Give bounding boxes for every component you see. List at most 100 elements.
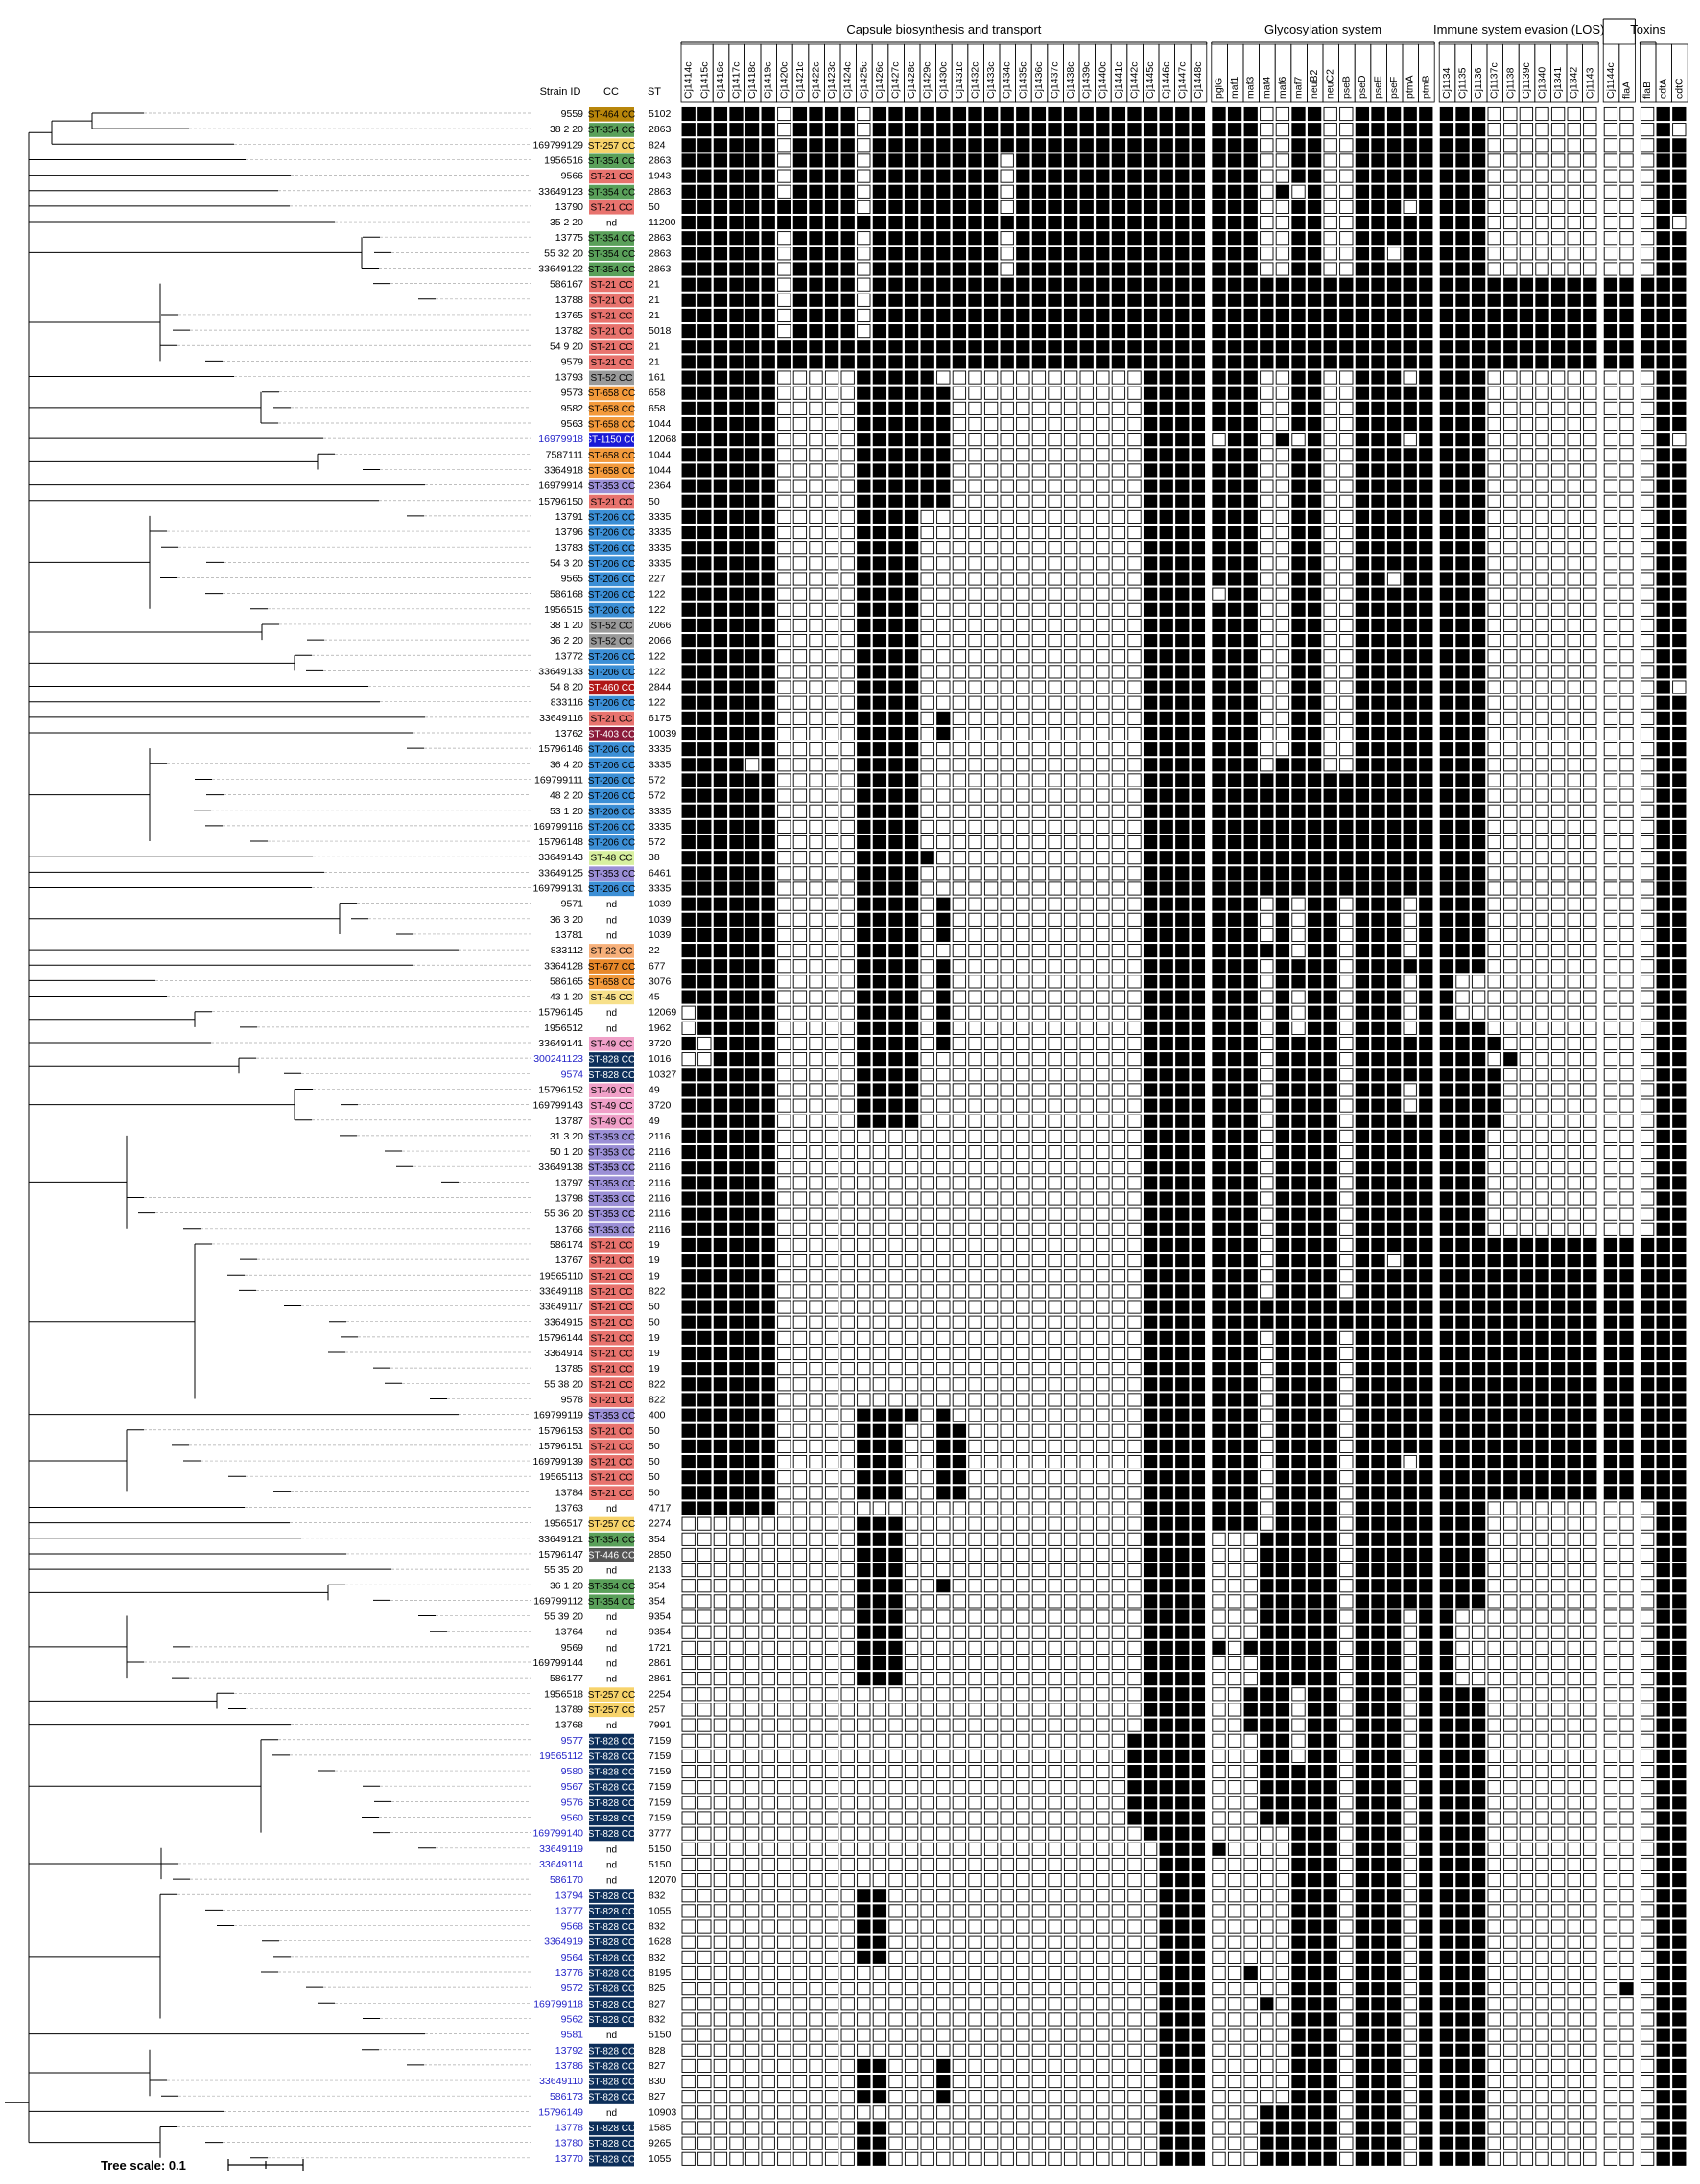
cell-absent [1323,711,1337,725]
cell-absent [1063,509,1078,524]
cell-absent [1403,370,1417,385]
cell-absent [920,572,934,586]
cc-label: ST-658 CC [588,466,635,477]
cell-present [1656,463,1670,478]
strain-id: 43 1 20 [550,992,583,1003]
cell-present [1191,463,1206,478]
cell-present [824,355,839,369]
cell-absent [1063,448,1078,462]
cell-absent [1016,587,1030,601]
cell-present [1323,1005,1337,1020]
cell-present [1291,308,1306,323]
cell-absent [1535,231,1549,246]
cell-absent [1519,726,1534,741]
cell-absent [1583,215,1597,230]
strain-row: 13783 ST-206 CC 3335 [555,541,1687,555]
cc-badge [589,277,634,293]
cell-present [1355,277,1370,292]
cell-present [1386,1036,1402,1051]
gene-label: pseF [1388,77,1400,99]
cell-absent [1519,433,1534,447]
cell-present [1143,277,1158,292]
cell-absent [1291,1005,1306,1020]
cell-absent [1603,106,1618,122]
cell-absent [792,1052,808,1067]
cc-badge [589,184,634,200]
cell-absent [1583,1005,1597,1020]
cell-present [904,711,919,725]
cell-absent [840,649,855,664]
cell-absent [936,665,951,679]
cell-present [888,541,903,555]
cell-absent [1503,200,1518,214]
cell-present [872,912,887,927]
cell-present [1191,726,1206,741]
cell-absent [1519,819,1534,834]
cell-present [1672,293,1687,307]
cell-absent [1063,990,1078,1004]
cell-absent [809,897,823,911]
cell-absent [1583,200,1597,214]
cell-absent [952,975,967,989]
cell-present [1243,200,1258,214]
cc-badge [589,1052,634,1067]
cell-present [713,912,728,927]
cell-absent [1000,1114,1014,1128]
cell-absent [920,1068,934,1082]
cell-absent [1535,541,1549,555]
cell-present [1371,788,1385,803]
cell-present [1403,463,1417,478]
cell-present [1227,463,1242,478]
cell-present [1191,773,1206,787]
cell-present [1175,1083,1190,1097]
cell-absent [1079,401,1094,415]
cell-present [1143,695,1158,710]
cell-present [1419,324,1433,339]
cell-present [809,247,823,261]
cell-absent [1583,897,1597,911]
cell-present [1048,138,1062,153]
cell-present [1672,758,1687,772]
cell-present [872,726,887,741]
cell-present [872,634,887,648]
cell-present [1386,975,1402,989]
cc-badge [589,448,634,462]
cell-present [1355,1036,1370,1051]
cell-absent [1048,835,1062,850]
cell-absent [1000,1005,1014,1020]
cell-absent [968,634,982,648]
cell-present [1419,293,1433,307]
cell-present [744,711,760,725]
cell-present [809,153,823,168]
cell-absent [1048,695,1062,710]
cell-absent [1567,231,1581,246]
cell-absent [824,665,839,679]
cell-present [824,308,839,323]
cell-absent [1339,448,1354,462]
cell-present [1386,758,1402,772]
cell-present [1212,649,1226,664]
cell-absent [1260,959,1274,974]
cell-present [1403,231,1417,246]
cell-present [1403,959,1417,974]
cell-present [1063,247,1078,261]
cell-present [1291,463,1306,478]
cell-present [1403,448,1417,462]
cell-present [1455,912,1470,927]
cell-present [809,355,823,369]
cell-present [1471,355,1486,369]
cell-present [1096,215,1110,230]
cell-present [888,106,903,122]
cell-absent [1339,1021,1354,1035]
cell-present [681,479,696,493]
cell-present [1191,959,1206,974]
gene-label: Cj1438c [1065,61,1076,99]
cell-absent [1111,912,1126,927]
cell-absent [1260,153,1274,168]
cell-absent [840,897,855,911]
cell-present [1191,433,1206,447]
cell-absent [824,448,839,462]
cell-present [1471,509,1486,524]
cell-absent [1603,912,1618,927]
cell-present [1672,494,1687,508]
